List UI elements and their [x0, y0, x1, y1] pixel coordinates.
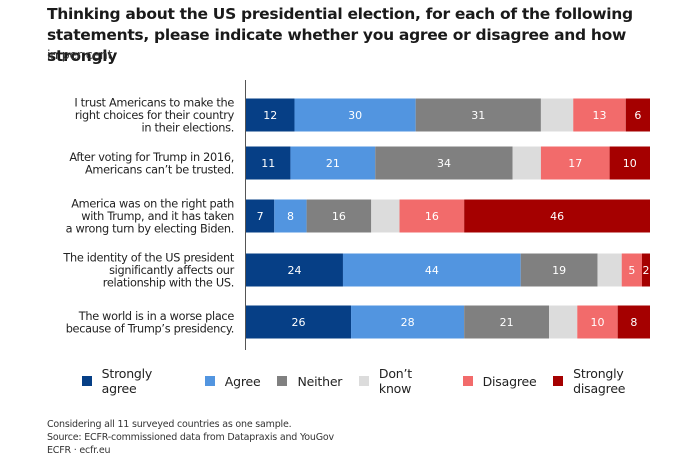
bar-segment-strongly-disagree [641, 253, 650, 287]
footer-credit: ECFR · ecfr.eu [47, 445, 111, 456]
bar-segment-neither [415, 98, 541, 132]
bar-segment-don-t-know [512, 146, 541, 180]
category-labels: I trust Americans to make the right choic… [62, 97, 235, 336]
data-label: 19 [552, 264, 566, 277]
data-label: 16 [332, 210, 346, 223]
bar-segment-disagree [577, 305, 618, 339]
bar-segment-don-t-know [597, 253, 622, 287]
data-label: 44 [425, 264, 439, 277]
data-label: 34 [437, 157, 451, 170]
bar-segment-strongly-agree [246, 253, 343, 287]
bar-segment-disagree [621, 253, 642, 287]
data-label: 8 [287, 210, 294, 223]
bar-segment-strongly-agree [246, 305, 352, 339]
legend-item: Neither [277, 374, 342, 389]
legend-swatch [82, 376, 92, 386]
data-label: 5 [628, 264, 635, 277]
data-label: 11 [261, 157, 275, 170]
data-label: 46 [550, 210, 564, 223]
legend-label: Neither [297, 373, 343, 389]
legend-swatch [553, 376, 564, 386]
footer-note: Considering all 11 surveyed countries as… [47, 419, 292, 430]
data-label: 31 [471, 109, 485, 122]
category-label: The world is in a worse place because of … [66, 310, 235, 336]
data-label: 17 [568, 157, 582, 170]
legend-label: Disagree [482, 373, 537, 389]
bar-segment-strongly-agree [246, 199, 275, 233]
legend-label: Don’t know [378, 366, 412, 396]
data-label: 21 [326, 157, 340, 170]
category-label: The identity of the US president signific… [62, 252, 234, 290]
bar-segment-strongly-agree [246, 98, 295, 132]
legend: Strongly agree Agree Neither Don’t know Disa… [82, 366, 676, 396]
bar-segment-disagree [573, 98, 626, 132]
bar-segment-disagree [540, 146, 610, 180]
data-label: 8 [630, 316, 637, 329]
bar-segment-disagree [399, 199, 465, 233]
data-label: 12 [263, 109, 277, 122]
bar-segment-neither [520, 253, 598, 287]
chart-subtitle: in per cent [47, 47, 113, 62]
data-label: 2 [642, 264, 649, 277]
legend-item: Strongly disagree [553, 366, 676, 396]
bar-segment-strongly-disagree [617, 305, 650, 339]
bar-segment-strongly-disagree [609, 146, 650, 180]
legend-item: Disagree [462, 373, 537, 389]
bar-row: 12 30 31 13 6 [246, 98, 650, 132]
legend-item: Strongly agree [82, 366, 188, 396]
chart-title: Thinking about the US presidential elect… [47, 5, 633, 65]
bar-row: 26 28 21 10 8 [246, 305, 650, 339]
bar-segment-strongly-agree [246, 146, 291, 180]
bar-segment-don-t-know [549, 305, 578, 339]
bar-row: 11 21 34 17 10 [246, 146, 650, 180]
legend-label: Agree [224, 373, 261, 389]
data-label: 7 [257, 210, 264, 223]
data-label: 16 [425, 210, 439, 223]
data-label: 10 [623, 157, 637, 170]
category-label: After voting for Trump in 2016, Americans… [69, 151, 234, 177]
legend-swatch [204, 376, 215, 386]
bar-segment-agree [274, 199, 307, 233]
data-label: 13 [593, 109, 607, 122]
legend-label: Strongly agree [101, 366, 153, 396]
legend-item: Don’t know [359, 366, 445, 396]
data-label: 10 [590, 316, 604, 329]
category-label: I trust Americans to make the right choic… [74, 97, 234, 135]
bar-segment-neither [375, 146, 513, 180]
legend-swatch [359, 376, 369, 386]
data-label: 21 [500, 316, 514, 329]
bar-segment-neither [464, 305, 549, 339]
data-label: 28 [401, 316, 415, 329]
bar-row: 24 44 19 5 2 [246, 253, 650, 287]
bar-row: 7 8 16 16 46 [246, 199, 650, 233]
bar-segment-don-t-know [540, 98, 574, 132]
legend-swatch [462, 376, 473, 386]
bar-segment-agree [351, 305, 465, 339]
data-label: 24 [287, 264, 301, 277]
data-label: 30 [348, 109, 362, 122]
data-label: 6 [634, 109, 641, 122]
footer: Considering all 11 surveyed countries as… [47, 418, 334, 457]
legend-swatch [277, 376, 288, 386]
bar-segment-don-t-know [371, 199, 400, 233]
bar-segment-strongly-disagree [625, 98, 650, 132]
bar-segment-agree [294, 98, 416, 132]
data-label: 26 [292, 316, 306, 329]
bar-segment-strongly-disagree [464, 199, 650, 233]
stacked-bar-chart: I trust Americans to make the right choic… [62, 80, 650, 350]
bar-segment-neither [306, 199, 372, 233]
bar-segment-agree [290, 146, 376, 180]
bar-segment-agree [342, 253, 521, 287]
category-label: America was on the right path with Trump,… [66, 198, 235, 236]
legend-item: Agree [204, 373, 261, 389]
footer-source: Source: ECFR-commissioned data from Data… [47, 432, 334, 443]
legend-label: Strongly disagree [573, 366, 626, 396]
